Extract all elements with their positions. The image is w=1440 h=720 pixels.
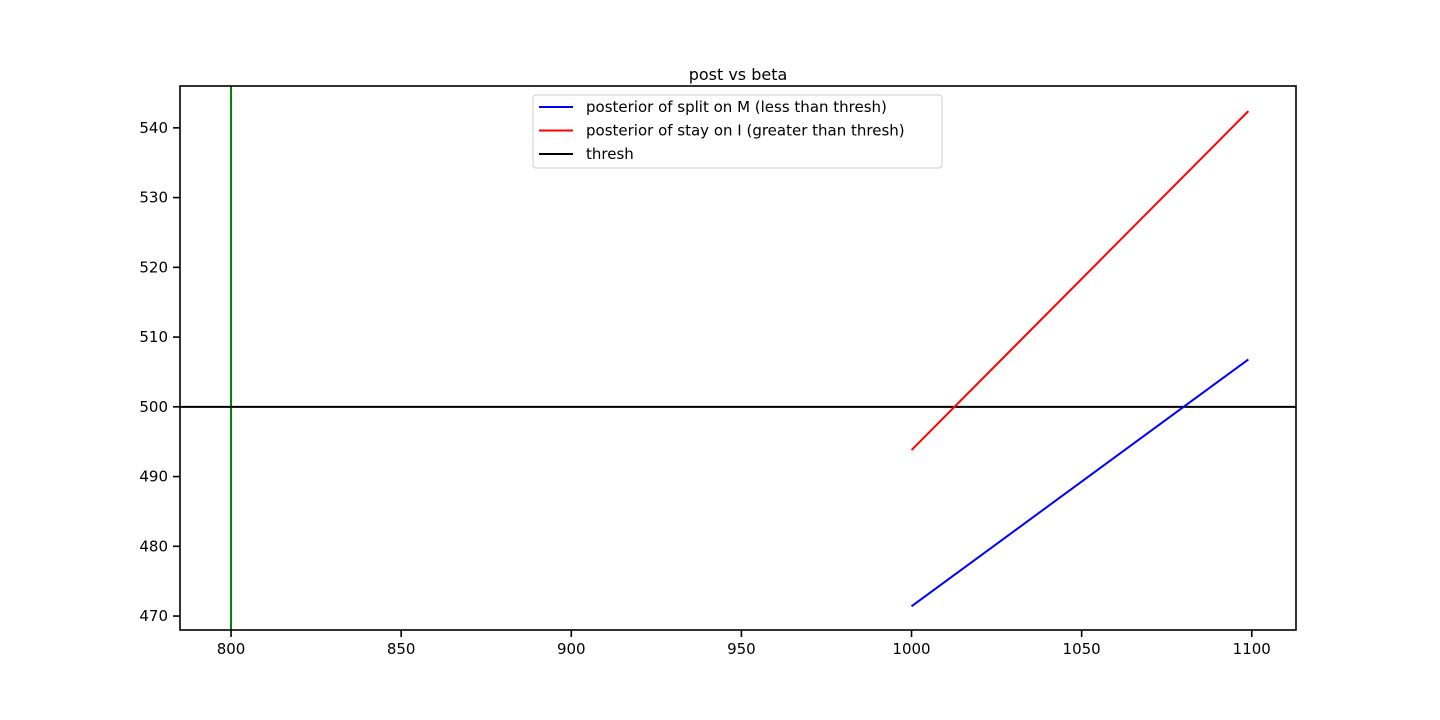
- lines-layer: [180, 86, 1296, 630]
- y-tick-label: 480: [139, 537, 168, 555]
- legend-label-1: posterior of stay on I (greater than thr…: [586, 122, 905, 140]
- x-tick-label: 1100: [1233, 640, 1271, 658]
- plot-area: [179, 85, 1297, 631]
- y-axis: 470 480 490 500 510 520 530 540: [139, 119, 180, 625]
- x-tick-label: 1050: [1063, 640, 1101, 658]
- x-tick-label: 950: [727, 640, 756, 658]
- legend-label-0: posterior of split on M (less than thres…: [586, 98, 887, 116]
- y-tick-label: 500: [139, 398, 168, 416]
- plot-frame: [179, 85, 1297, 631]
- x-tick-label: 1000: [892, 640, 930, 658]
- series-line-1: [910, 110, 1250, 451]
- chart-title: post vs beta: [689, 65, 788, 84]
- y-tick-label: 520: [139, 258, 168, 276]
- series-line-0: [910, 358, 1249, 608]
- legend-label-2: thresh: [586, 145, 634, 163]
- y-tick-label: 540: [139, 119, 168, 137]
- x-tick-label: 900: [557, 640, 586, 658]
- legend-box: [532, 94, 943, 169]
- y-tick-label: 490: [139, 468, 168, 486]
- legend: posterior of split on M (less than thres…: [532, 94, 943, 169]
- x-axis: 800 850 900 950 1000 1050 1100: [217, 630, 1271, 658]
- x-tick-label: 850: [387, 640, 416, 658]
- y-tick-label: 530: [139, 189, 168, 207]
- y-tick-label: 510: [139, 328, 168, 346]
- x-tick-label: 800: [217, 640, 246, 658]
- y-tick-label: 470: [139, 607, 168, 625]
